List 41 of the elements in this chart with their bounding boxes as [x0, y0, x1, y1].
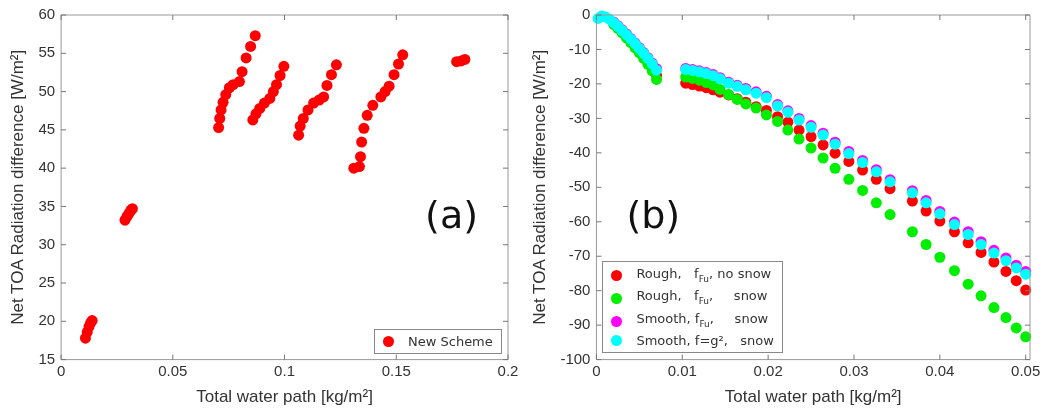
- x-axis-title: Total water path [kg/m²]: [196, 387, 373, 407]
- y-tick-label: 35: [38, 196, 56, 214]
- annotation: (b): [626, 193, 681, 238]
- y-tick-label: 45: [38, 120, 56, 138]
- x-tick-label: 0.1: [274, 361, 295, 379]
- y-tick-label: 40: [38, 158, 56, 176]
- y-tick-label: 60: [38, 5, 56, 23]
- legend-label: New Scheme: [408, 332, 493, 350]
- y-tick-label: 15: [38, 349, 56, 367]
- legend-label: Smooth, f$_{Fu}$, snow: [636, 309, 769, 331]
- legend-label: Rough, f$_{Fu}$, snow: [636, 287, 768, 308]
- legend-label: Rough, f$_{Fu}$, no snow: [636, 264, 772, 286]
- x-axis-title: Total water path [kg/m²]: [724, 387, 902, 407]
- legend-label: Smooth, f=g², snow: [636, 332, 774, 350]
- y-tick-label: -90: [568, 315, 591, 333]
- y-tick-label: -60: [568, 211, 591, 229]
- y-tick-label: -70: [568, 246, 591, 264]
- x-tick-label: 0.05: [1011, 361, 1041, 379]
- y-tick-label: -10: [568, 39, 591, 57]
- y-tick-label: -20: [568, 74, 591, 92]
- y-tick-label: -80: [568, 280, 591, 298]
- y-tick-label: 30: [38, 234, 56, 252]
- y-tick-label: 20: [38, 311, 56, 329]
- y-tick-label: -30: [568, 108, 591, 126]
- x-tick-label: 0.02: [753, 361, 783, 379]
- y-tick-label: 50: [38, 81, 56, 99]
- y-axis-title: Net TOA Radiation difference [W/m²]: [529, 49, 549, 325]
- y-tick-label: 0: [582, 5, 591, 23]
- x-tick-label: 0.01: [667, 361, 697, 379]
- x-tick-label: 0.2: [497, 361, 519, 379]
- y-tick-label: -100: [560, 349, 591, 367]
- x-tick-label: 0.03: [839, 361, 869, 379]
- y-axis-title: Net TOA Radiation difference [W/m²]: [7, 49, 27, 325]
- y-tick-label: -50: [568, 177, 591, 195]
- y-tick-label: 25: [38, 273, 56, 291]
- annotation: (a): [425, 193, 478, 238]
- x-tick-label: 0.15: [381, 361, 411, 379]
- y-tick-label: 55: [38, 43, 56, 61]
- x-tick-label: 0.04: [925, 361, 955, 379]
- y-tick-label: -40: [568, 142, 591, 160]
- x-tick-label: 0.05: [158, 361, 188, 379]
